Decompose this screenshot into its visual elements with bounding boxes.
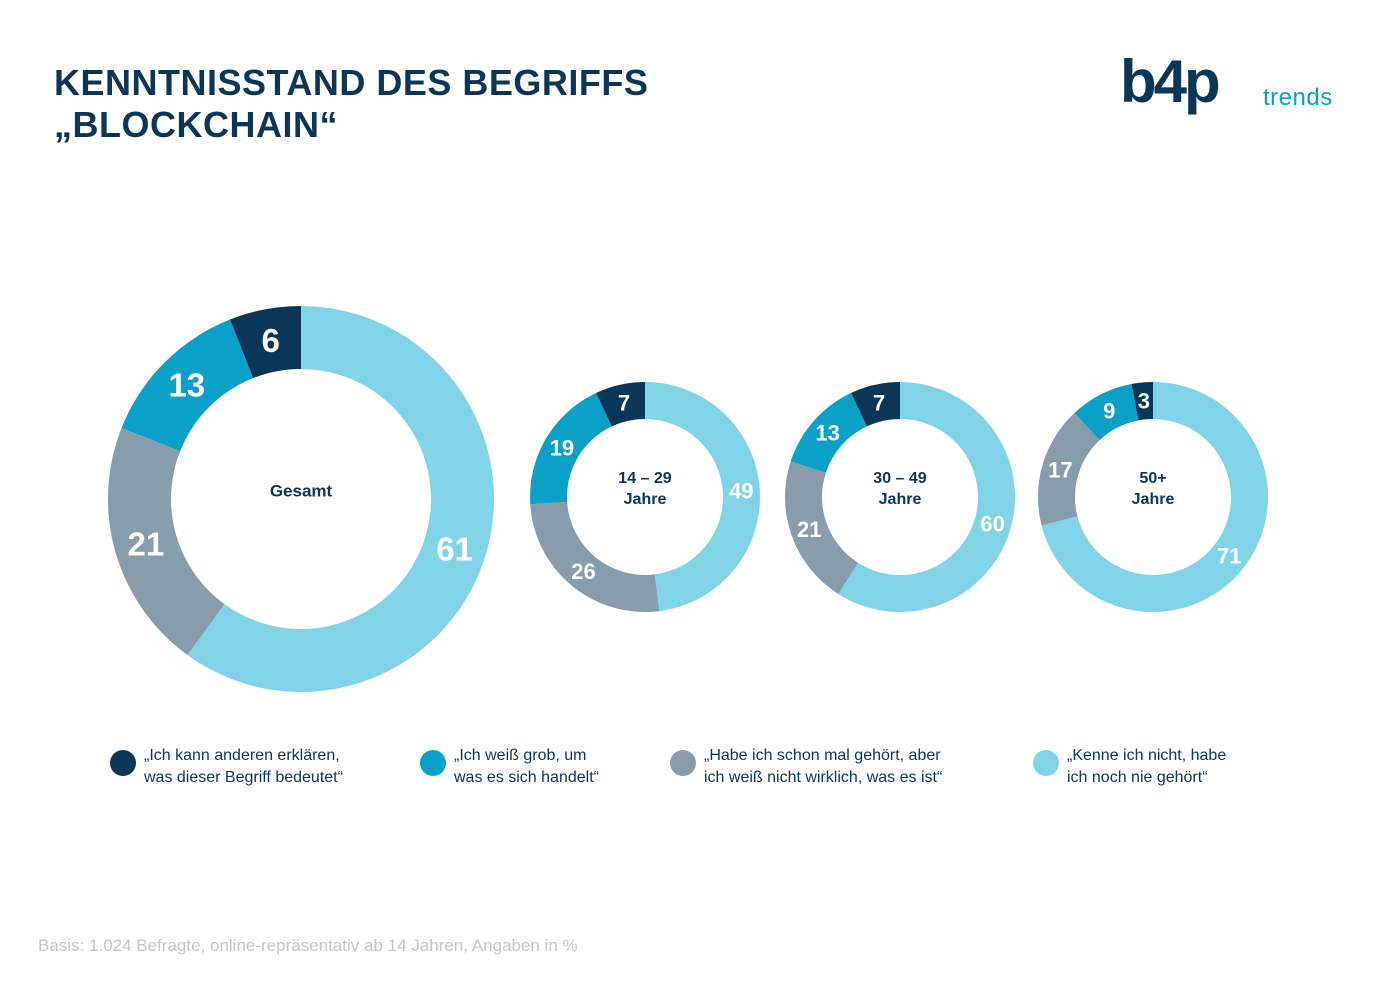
legend-label-unknown: „Kenne ich nicht, habe ich noch nie gehör… bbox=[1067, 747, 1227, 786]
value-label-explain: 6 bbox=[262, 322, 280, 359]
donut-center-label: Jahre bbox=[624, 491, 667, 508]
title-line-1: KENNTNISSTAND DES BEGRIFFS bbox=[54, 62, 649, 103]
donut-center-label: Jahre bbox=[1132, 491, 1175, 508]
logo-subtitle: trends bbox=[1263, 84, 1333, 111]
slice-unknown bbox=[645, 382, 761, 612]
legend-swatch-explain bbox=[110, 750, 136, 776]
legend-swatch-unknown bbox=[1033, 750, 1059, 776]
slice-unknown bbox=[1041, 382, 1268, 613]
value-label-unknown: 60 bbox=[980, 511, 1004, 536]
slice-heard bbox=[107, 427, 225, 656]
value-label-explain: 7 bbox=[873, 390, 885, 415]
value-label-rough: 9 bbox=[1103, 399, 1115, 424]
value-label-heard: 21 bbox=[797, 517, 821, 542]
donut-4: 39 17 71 50+ Jahre bbox=[1038, 382, 1268, 613]
slice-heard bbox=[530, 501, 660, 612]
value-label-unknown: 61 bbox=[436, 530, 473, 567]
logo-wordmark: b4p bbox=[1120, 50, 1219, 115]
value-label-heard: 21 bbox=[128, 526, 165, 563]
value-label-explain: 3 bbox=[1138, 388, 1150, 413]
b4p-logo: b4p bbox=[1120, 50, 1222, 115]
donut-3: 7 13 21 60 30 – 49 Jahre bbox=[784, 382, 1015, 612]
value-label-unknown: 71 bbox=[1217, 544, 1241, 569]
value-label-rough: 19 bbox=[550, 435, 574, 460]
donut-center-label: 14 – 29 bbox=[618, 470, 671, 487]
value-label-rough: 13 bbox=[168, 366, 205, 403]
slice-explain bbox=[851, 382, 900, 427]
slice-explain bbox=[1131, 382, 1153, 421]
slice-heard bbox=[1038, 413, 1100, 526]
slice-rough bbox=[1074, 384, 1139, 441]
donut-2: 7 19 26 49 14 – 29 Jahre bbox=[530, 382, 761, 612]
chart-title: KENNTNISSTAND DES BEGRIFFS „BLOCKCHAIN“ bbox=[54, 62, 648, 146]
legend-label-heard: „Habe ich schon mal gehört, aber ich weiß… bbox=[704, 747, 943, 786]
legend-label-explain: „Ich kann anderen erklären, was dieser Be… bbox=[144, 747, 343, 786]
footer-note: Basis: 1.024 Befragte, online-repräsenta… bbox=[38, 936, 578, 955]
value-label-rough: 13 bbox=[815, 421, 839, 446]
slice-heard bbox=[784, 461, 859, 595]
value-label-explain: 7 bbox=[618, 390, 630, 415]
slice-rough bbox=[530, 392, 612, 505]
slice-unknown bbox=[838, 382, 1015, 612]
slice-explain bbox=[596, 382, 645, 427]
donut-center-label: 30 – 49 bbox=[873, 470, 926, 487]
value-label-unknown: 49 bbox=[729, 478, 753, 503]
slice-rough bbox=[790, 392, 867, 473]
title-line-2: „BLOCKCHAIN“ bbox=[54, 104, 338, 145]
donut-center-label: 50+ bbox=[1139, 470, 1166, 487]
donut-1: 6 13 21 61 Gesamt bbox=[107, 306, 495, 693]
legend-label-rough: „Ich weiß grob, um was es sich handelt“ bbox=[454, 747, 599, 786]
value-label-heard: 26 bbox=[571, 559, 595, 584]
legend-swatch-rough bbox=[420, 750, 446, 776]
slice-unknown bbox=[187, 306, 495, 693]
slice-rough bbox=[121, 319, 254, 452]
donut-center-label: Jahre bbox=[879, 491, 922, 508]
donut-center-label: Gesamt bbox=[270, 482, 333, 501]
value-label-heard: 17 bbox=[1048, 458, 1072, 483]
legend-swatch-heard bbox=[670, 750, 696, 776]
slice-explain bbox=[229, 306, 301, 379]
